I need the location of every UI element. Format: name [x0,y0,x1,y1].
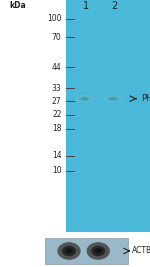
Ellipse shape [66,248,72,254]
Ellipse shape [78,96,92,101]
Ellipse shape [91,246,105,256]
Ellipse shape [87,242,110,260]
Text: 22: 22 [52,111,62,120]
Ellipse shape [62,246,76,256]
Bar [66,0,150,232]
Text: 27: 27 [52,97,62,105]
Ellipse shape [75,95,94,102]
Text: 33: 33 [52,84,61,93]
Bar [45,238,128,264]
Text: kDa: kDa [9,1,26,10]
Text: ACTB: ACTB [132,246,150,256]
Text: 18: 18 [52,124,62,134]
Text: 2: 2 [111,1,117,11]
Ellipse shape [103,95,123,102]
Text: 14: 14 [52,151,62,160]
Text: 1: 1 [83,1,89,11]
Text: 70: 70 [52,33,61,42]
Text: 100: 100 [47,14,62,23]
Ellipse shape [57,242,81,260]
Ellipse shape [106,96,120,101]
Text: 44: 44 [52,63,61,72]
Text: PHB: PHB [141,94,150,103]
Text: 10: 10 [52,166,62,175]
Ellipse shape [95,248,102,254]
Ellipse shape [81,97,89,100]
Ellipse shape [109,97,117,100]
